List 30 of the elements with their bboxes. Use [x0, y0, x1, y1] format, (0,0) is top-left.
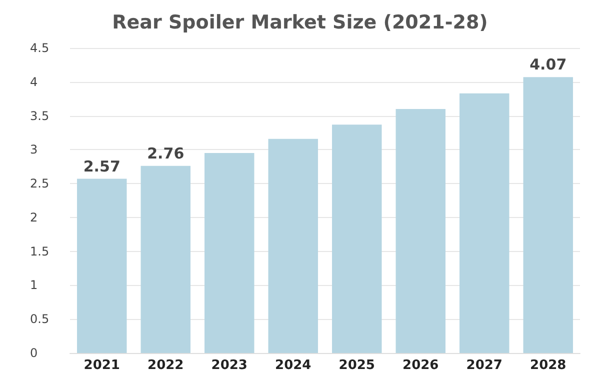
- x-tick-label: 2022: [148, 358, 184, 373]
- x-tick-label: 2021: [84, 358, 120, 373]
- y-tick-label: 0: [30, 346, 38, 360]
- bar: [140, 166, 190, 353]
- y-tick-label: 4.5: [30, 41, 50, 55]
- bar: [396, 109, 446, 353]
- bar: [77, 178, 127, 353]
- bar: [523, 77, 573, 353]
- x-tick-label: 2024: [275, 358, 312, 373]
- data-label: 4.07: [530, 56, 567, 74]
- x-tick-label: 2023: [211, 358, 248, 373]
- chart-title: Rear Spoiler Market Size (2021-28): [112, 12, 488, 34]
- x-tick-label: 2025: [338, 358, 375, 373]
- y-tick-label: 3: [30, 142, 38, 157]
- y-tick-label: 4: [30, 74, 38, 89]
- y-tick-label: 1: [30, 278, 38, 292]
- x-tick-label: 2028: [530, 358, 566, 373]
- bar: [204, 153, 254, 353]
- y-tick-label: 2.5: [30, 176, 50, 191]
- y-tick-label: 2: [30, 210, 38, 224]
- data-label: 2.76: [147, 144, 184, 162]
- bar: [332, 124, 382, 353]
- y-tick-label: 1.5: [30, 244, 50, 258]
- data-label: 2.57: [83, 157, 120, 176]
- bar: [268, 138, 318, 353]
- y-tick-label: 0.5: [30, 312, 50, 326]
- x-tick-label: 2027: [466, 358, 502, 373]
- bar: [460, 93, 510, 353]
- x-tick-label: 2026: [402, 358, 439, 373]
- y-tick-label: 3.5: [30, 108, 50, 123]
